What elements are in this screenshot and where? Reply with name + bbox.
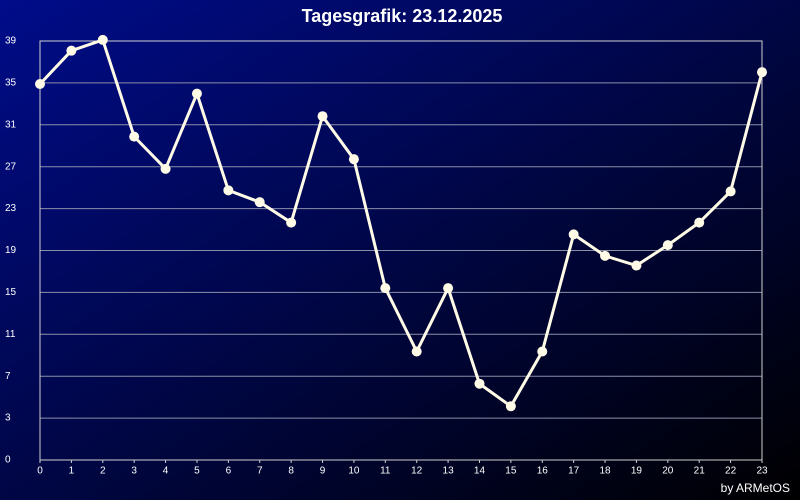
y-tick-label: 0 (5, 455, 11, 466)
x-tick-label: 15 (505, 466, 517, 477)
point (474, 378, 485, 389)
point (505, 401, 516, 412)
x-tick-label: 2 (100, 466, 106, 477)
point (129, 131, 140, 142)
x-tick-label: 3 (131, 466, 137, 477)
x-tick-label: 21 (694, 466, 706, 477)
x-tick-label: 13 (443, 466, 455, 477)
x-tick-label: 7 (257, 466, 263, 477)
x-tick-label: 22 (725, 466, 737, 477)
x-tick-label: 18 (599, 466, 611, 477)
point (254, 197, 265, 208)
point (757, 67, 767, 78)
x-tick-label: 23 (756, 466, 768, 477)
y-tick-label: 15 (5, 287, 17, 298)
point (223, 185, 234, 196)
x-tick-label: 12 (411, 466, 423, 477)
x-tick-label: 16 (537, 466, 549, 477)
y-tick-label: 35 (5, 78, 17, 89)
x-tick-label: 0 (37, 466, 43, 477)
point (97, 34, 108, 45)
credit: by ARMetOS (721, 481, 790, 495)
x-tick-label: 17 (568, 466, 580, 477)
point (160, 163, 171, 174)
x-tick-label: 6 (226, 466, 232, 477)
x-tick-label: 4 (163, 466, 169, 477)
y-tick-label: 11 (5, 329, 16, 340)
point (631, 260, 642, 271)
point (317, 111, 328, 122)
y-tick-label: 7 (5, 371, 11, 382)
point (662, 240, 673, 251)
line (38, 38, 764, 408)
y-tick-label: 3 (5, 413, 11, 424)
point (380, 283, 391, 294)
point (600, 250, 611, 261)
x-tick-label: 10 (348, 466, 360, 477)
point (694, 217, 705, 228)
point (443, 283, 454, 294)
x-tick-label: 11 (380, 466, 391, 477)
x-tick-label: 9 (320, 466, 326, 477)
point (348, 154, 359, 165)
y-tick-label: 39 (5, 36, 17, 47)
x-tick-label: 1 (69, 466, 75, 477)
y-tick-label: 27 (5, 161, 17, 172)
point (191, 88, 202, 99)
y-tick-label: 23 (5, 203, 17, 214)
point (568, 229, 579, 240)
x-tick-label: 14 (474, 466, 486, 477)
y-tick-label: 19 (5, 245, 17, 256)
point (725, 186, 736, 197)
x-tick-label: 5 (194, 466, 200, 477)
chart-title: Tagesgrafik: 23.12.2025 (302, 6, 503, 26)
point (411, 346, 422, 357)
x-tick-label: 19 (631, 466, 643, 477)
point (286, 217, 297, 228)
plot-frame (39, 40, 763, 461)
point (66, 45, 77, 56)
x-tick-label: 8 (288, 466, 294, 477)
point (537, 346, 548, 357)
point (35, 78, 45, 89)
x-tick-label: 20 (662, 466, 674, 477)
y-tick-label: 31 (5, 119, 17, 130)
